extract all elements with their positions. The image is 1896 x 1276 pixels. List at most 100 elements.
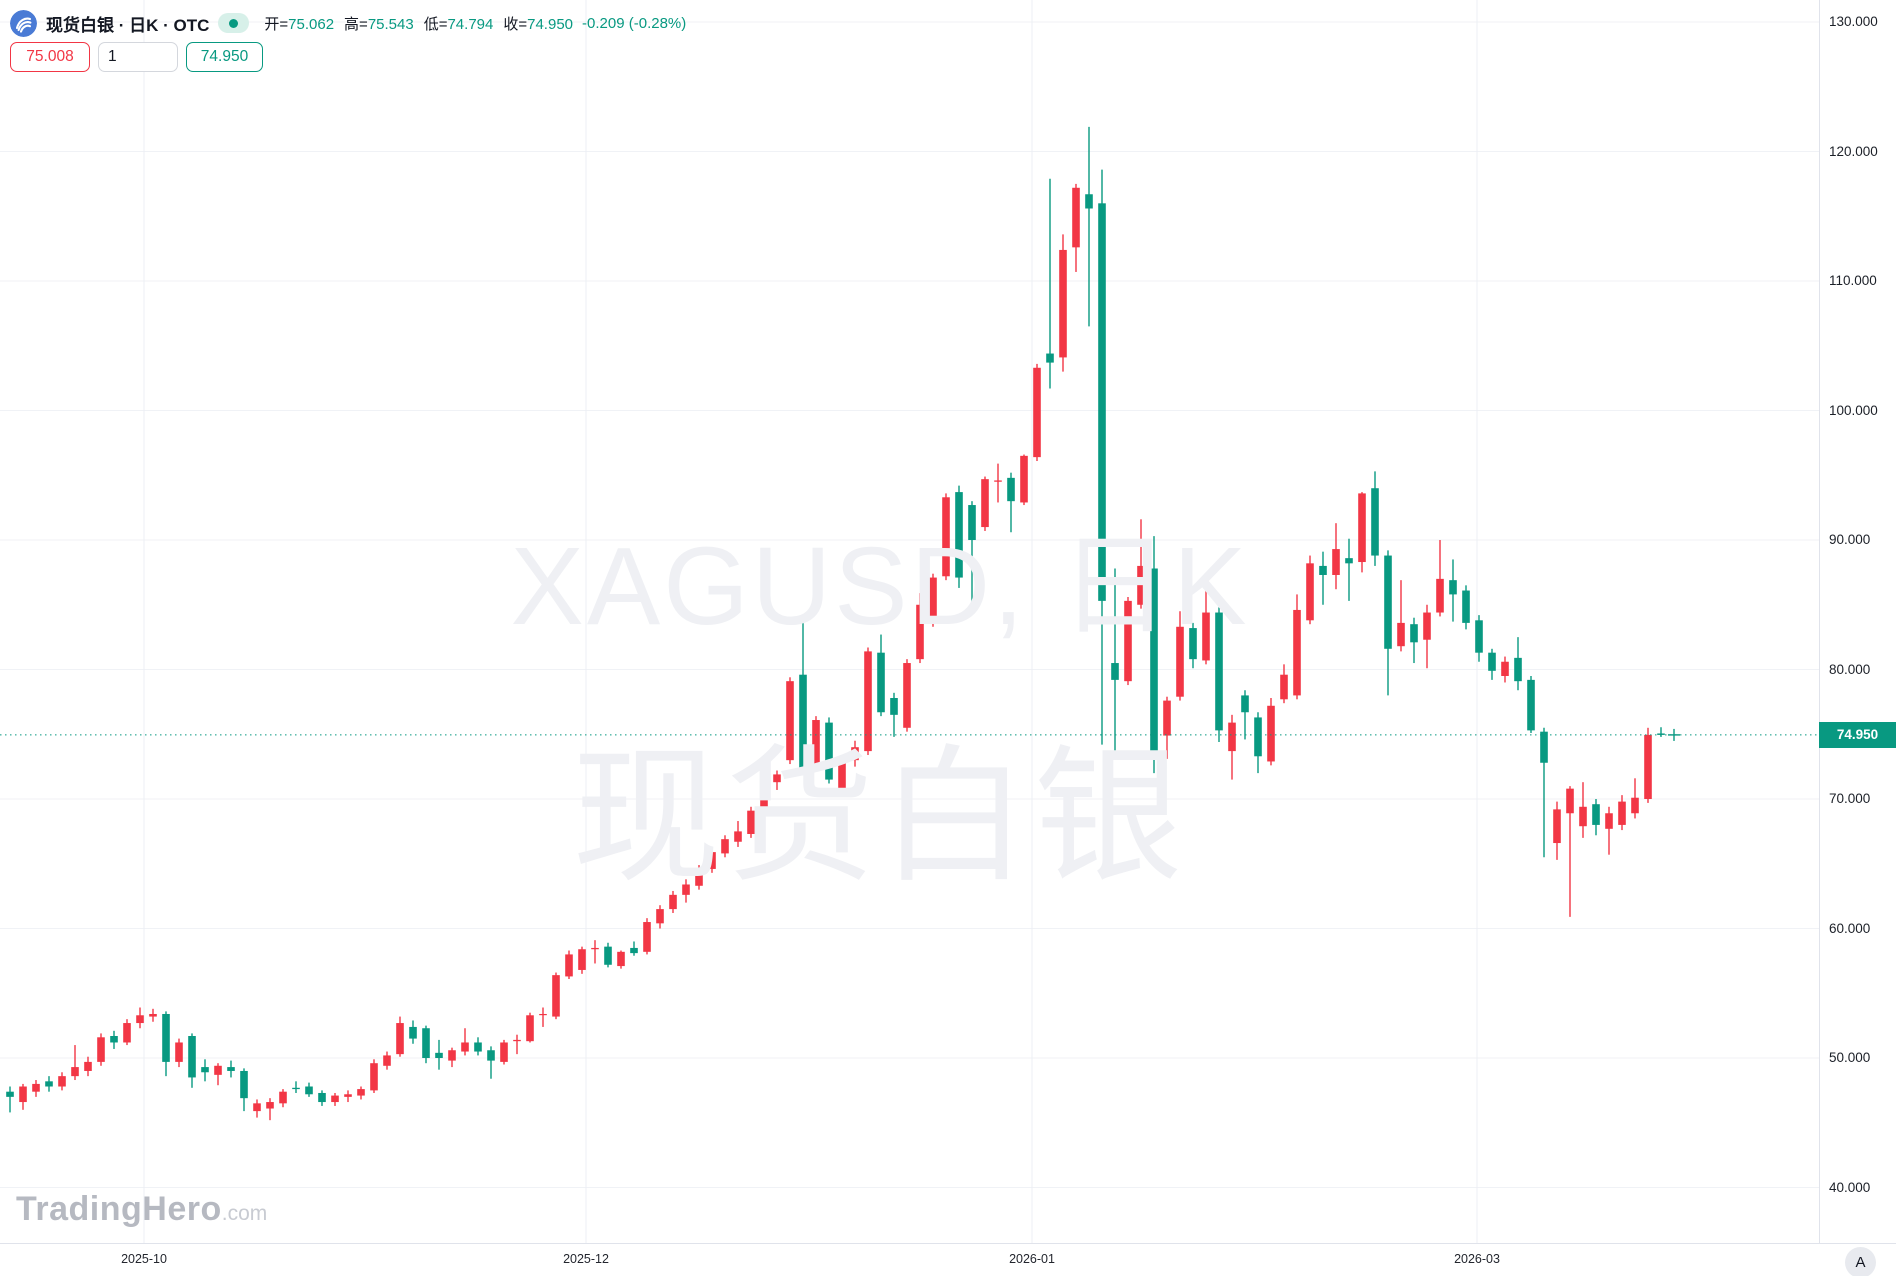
candle-body (1176, 626, 1184, 697)
candle-body (760, 780, 768, 810)
candle-body (357, 1089, 365, 1096)
candle-body (1332, 549, 1340, 575)
candle-body (422, 1028, 430, 1059)
candle-body (383, 1055, 391, 1066)
candle-body (240, 1070, 248, 1099)
candle-body (370, 1063, 378, 1091)
candle-body (877, 652, 885, 713)
candle-body (448, 1050, 456, 1061)
auto-scale-button[interactable]: A (1845, 1247, 1876, 1276)
candle-body (1007, 477, 1015, 502)
candle-body (253, 1103, 261, 1112)
candle-body (58, 1076, 66, 1087)
candle-body (1592, 804, 1600, 825)
candle-body (1189, 628, 1197, 660)
candle-body (981, 479, 989, 528)
candle-body (1085, 194, 1093, 209)
price-axis[interactable]: 130.000 120.000 110.000 100.000 90.000 80.000… (1819, 0, 1896, 1243)
time-axis[interactable]: 2025-10 2025-12 2026-01 2026-03 (0, 1243, 1896, 1276)
candle-body (1644, 734, 1652, 800)
candle-body (1254, 717, 1262, 757)
candle-body (539, 1013, 547, 1016)
price-change: -0.209 (-0.28%) (582, 14, 687, 32)
candle-body (1306, 563, 1314, 621)
candle-body (487, 1050, 495, 1061)
date-tick-label: 2025-12 (563, 1252, 609, 1266)
candle-body (1033, 367, 1041, 458)
candle-body (279, 1091, 287, 1104)
candle-body (344, 1094, 352, 1097)
candle-body (461, 1042, 469, 1052)
candle-body (6, 1091, 14, 1097)
candle-body (45, 1081, 53, 1087)
candle-body (721, 839, 729, 854)
date-tick-label: 2025-10 (121, 1252, 167, 1266)
candle-body (1410, 624, 1418, 643)
candle-body (1501, 661, 1509, 676)
chart-plot-area[interactable] (0, 0, 1819, 1243)
candle-body (1527, 679, 1535, 731)
candle-body (1293, 609, 1301, 696)
symbol-title[interactable]: 现货白银 · 日K · OTC (46, 15, 210, 35)
candle-body (227, 1067, 235, 1071)
candle-body (526, 1015, 534, 1042)
candle-body (838, 762, 846, 793)
price-tick-label: 40.000 (1829, 1179, 1871, 1195)
candle-body (890, 698, 898, 715)
candle-body (812, 720, 820, 766)
candle-body (1423, 612, 1431, 640)
price-tick-label: 120.000 (1829, 143, 1878, 159)
candle-body (669, 894, 677, 910)
sell-price-button[interactable]: 75.008 (10, 42, 90, 72)
candle-body (1163, 700, 1171, 736)
candle-body (630, 947, 638, 954)
candle-body (1579, 806, 1587, 827)
candle-body (1345, 558, 1353, 564)
candle-body (1540, 731, 1548, 763)
candle-body (1280, 674, 1288, 700)
candle-body (71, 1067, 79, 1077)
candle-body (565, 954, 573, 977)
candle-body (1462, 590, 1470, 623)
candle-body (188, 1036, 196, 1078)
candle-body (292, 1087, 300, 1090)
candle-body (1098, 203, 1106, 601)
market-status-badge[interactable] (218, 13, 250, 33)
candle-body (1267, 705, 1275, 762)
candle-body (513, 1039, 521, 1042)
candle-body (1124, 600, 1132, 682)
candle-body (175, 1042, 183, 1062)
buy-price-button[interactable]: 74.950 (186, 42, 263, 72)
candle-body (1228, 722, 1236, 752)
candle-body (825, 722, 833, 780)
candle-body (162, 1013, 170, 1062)
candle-body (942, 497, 950, 577)
price-tick-label: 70.000 (1829, 791, 1871, 806)
instrument-logo-icon (10, 9, 37, 37)
candle-body (123, 1023, 131, 1043)
candle-body (201, 1067, 209, 1073)
candle-body (1072, 187, 1080, 248)
candle-body (851, 747, 859, 761)
candle-body (1358, 493, 1366, 563)
quantity-input[interactable]: 1 (98, 42, 178, 72)
candle-body (773, 774, 781, 783)
candle-body (32, 1083, 40, 1092)
price-tick-label: 90.000 (1829, 532, 1871, 547)
price-tick-label: 130.000 (1829, 14, 1878, 29)
candle-body (903, 663, 911, 728)
candle-body (1215, 612, 1223, 731)
ohlc-field: 低=74.794 (423, 15, 494, 33)
candle-body (929, 577, 937, 623)
candlestick-chart[interactable] (0, 0, 1819, 1243)
ohlc-field: 高=75.543 (344, 15, 414, 33)
candle-body (1384, 555, 1392, 649)
candle-body (1631, 797, 1639, 814)
candle-body (695, 868, 703, 886)
candle-body (331, 1095, 339, 1103)
candle-body (617, 951, 625, 967)
order-entry-row: 75.008 1 74.950 (10, 42, 263, 72)
candle-body (1202, 612, 1210, 661)
ohlc-field: 开=75.062 (264, 15, 335, 33)
